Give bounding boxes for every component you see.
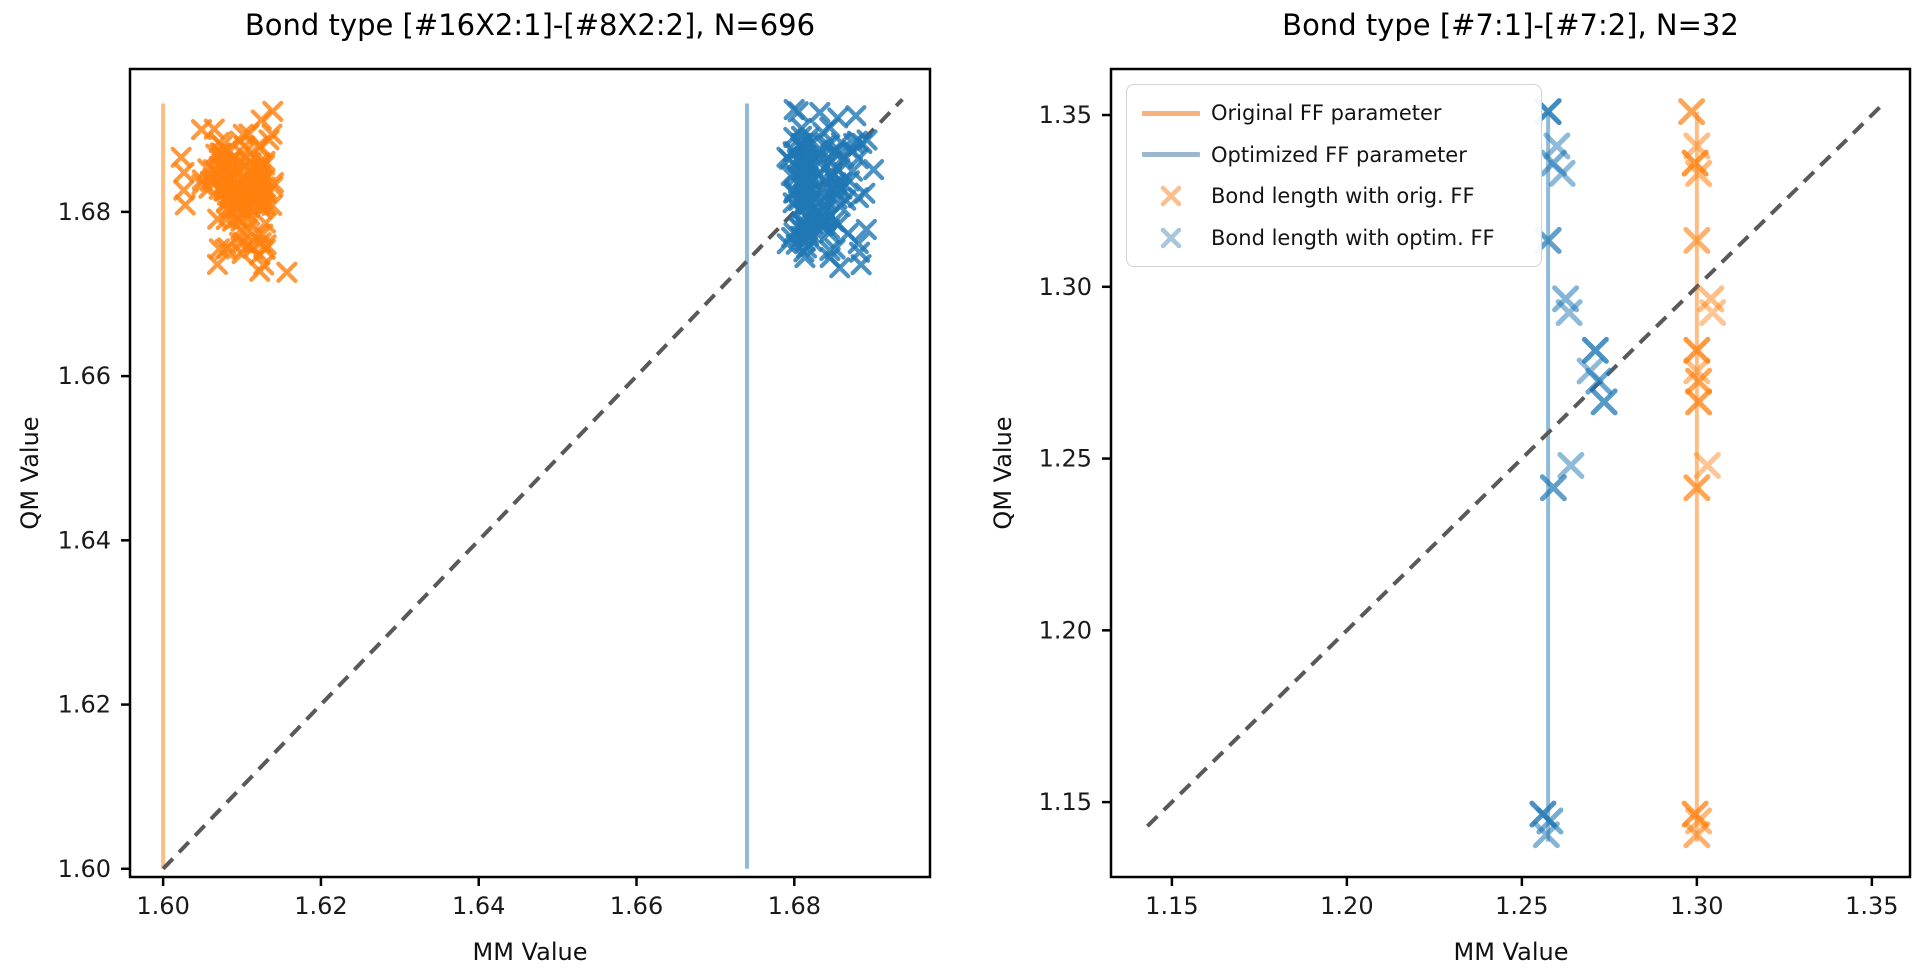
- left-series: [776, 99, 885, 279]
- right-y-tick-label: 1.30: [1039, 273, 1092, 301]
- left-plot-title: Bond type [#16X2:1]-[#8X2:2], N=696: [244, 8, 816, 42]
- right-x-tick-label: 1.35: [1845, 892, 1898, 920]
- right-y-tick-label: 1.20: [1039, 616, 1092, 644]
- left-series: [170, 100, 298, 283]
- legend-entry-label: Bond length with orig. FF: [1211, 184, 1475, 209]
- legend-x-marker-icon: [1139, 225, 1203, 251]
- left-y-tick-label: 1.62: [58, 691, 111, 719]
- left-x-tick-label: 1.68: [768, 892, 821, 920]
- legend-entry: Original FF parameter: [1139, 94, 1531, 132]
- left-y-tick-label: 1.68: [58, 198, 111, 226]
- right-spines: [1109, 67, 1912, 879]
- left-spines: [128, 67, 932, 879]
- left-plot-area: [161, 97, 904, 871]
- right-x-tick-label: 1.30: [1670, 892, 1723, 920]
- legend-entry: Bond length with orig. FF: [1139, 177, 1531, 215]
- left-y-tick-label: 1.66: [58, 362, 111, 390]
- right-x-tick-label: 1.25: [1495, 892, 1548, 920]
- right-plot-area: [1145, 98, 1884, 849]
- left-x-tick-label: 1.60: [136, 892, 189, 920]
- left-x-axis-label: MM Value: [472, 938, 588, 966]
- legend-entry-label: Bond length with optim. FF: [1211, 225, 1495, 250]
- right-axes: 1.15 1.20 1.25 1.30 1.35 1.15 1.20 1.25 1.30 1.35: [1039, 101, 1899, 920]
- legend-entry: Optimized FF parameter: [1139, 136, 1531, 174]
- left-identity-line: [161, 97, 904, 871]
- legend-entry-label: Optimized FF parameter: [1211, 142, 1467, 167]
- right-x-axis-label: MM Value: [1453, 938, 1569, 966]
- legend-entry: Bond length with optim. FF: [1139, 219, 1531, 257]
- right-identity-line: [1145, 103, 1884, 828]
- legend: Original FF parameter Optimized FF parame…: [1126, 84, 1542, 267]
- right-y-tick-label: 1.35: [1039, 101, 1092, 129]
- right-plot-title: Bond type [#7:1]-[#7:2], N=32: [1282, 8, 1739, 42]
- legend-x-marker-icon: [1139, 183, 1203, 209]
- right-series: [1529, 98, 1618, 849]
- right-y-tick-label: 1.15: [1039, 788, 1092, 816]
- left-x-tick-label: 1.64: [452, 892, 505, 920]
- right-x-tick-label: 1.15: [1145, 892, 1198, 920]
- left-y-tick-label: 1.64: [58, 526, 111, 554]
- legend-entry-label: Original FF parameter: [1211, 101, 1442, 126]
- right-y-tick-label: 1.25: [1039, 445, 1092, 473]
- right-x-tick-label: 1.20: [1320, 892, 1373, 920]
- legend-line-swatch: [1139, 152, 1203, 158]
- left-y-tick-label: 1.60: [58, 855, 111, 883]
- left-axes: 1.60 1.62 1.64 1.66 1.68 1.60 1.62 1.64 1.66 1.68: [58, 198, 821, 920]
- right-series: [1678, 98, 1727, 849]
- left-x-tick-label: 1.62: [294, 892, 347, 920]
- left-x-tick-label: 1.66: [610, 892, 663, 920]
- legend-line-swatch: [1139, 110, 1203, 116]
